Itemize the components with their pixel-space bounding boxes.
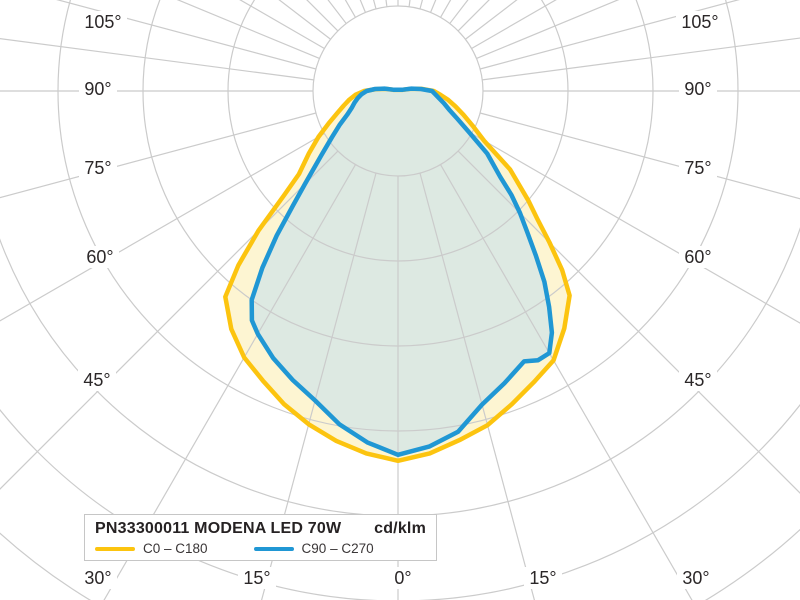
- grid-spoke: [56, 0, 317, 70]
- c90-c270-swatch: [253, 547, 294, 551]
- grid-spoke: [278, 0, 331, 40]
- angle-label-mask: [79, 157, 117, 179]
- angle-label-mask: [679, 157, 717, 179]
- grid-spoke: [429, 0, 437, 13]
- grid-spoke: [465, 0, 518, 40]
- angle-label: 0°: [394, 568, 411, 588]
- angle-label: 90°: [684, 79, 711, 99]
- legend-entry-c90-c270: C90 – C270: [253, 541, 374, 557]
- c90-c270-fill: [251, 88, 552, 455]
- grid-spoke: [476, 0, 620, 60]
- grid-spoke: [419, 172, 536, 600]
- angle-label: 75°: [84, 158, 111, 178]
- unit-label: cd/klm: [374, 520, 426, 537]
- grid-spoke: [471, 0, 557, 50]
- angle-label-mask: [79, 78, 117, 100]
- grid-spoke: [306, 0, 339, 32]
- grid-spoke: [0, 112, 317, 199]
- grid-spoke: [239, 0, 325, 50]
- grid-spoke: [176, 0, 320, 60]
- curve-c0-c180: [223, 86, 572, 464]
- angle-label-mask: [238, 567, 276, 589]
- legend-box: PN33300011 MODENA LED 70W cd/klm C0 – C1…: [84, 514, 437, 561]
- chart-title: PN33300011 MODENA LED 70W: [95, 520, 342, 537]
- angle-label-mask: [677, 567, 715, 589]
- angle-label-mask: [79, 11, 127, 33]
- grid-spoke: [471, 132, 800, 324]
- angle-label-mask: [679, 369, 717, 391]
- grid-spoke: [103, 164, 357, 600]
- grid-spoke: [457, 150, 800, 494]
- grid-spoke: [0, 37, 314, 81]
- angle-label-mask: [389, 567, 417, 589]
- grid-spoke: [439, 0, 452, 18]
- grid-spoke: [0, 132, 325, 322]
- angle-label: 60°: [86, 247, 113, 267]
- legend-entry-c0-c180: C0 – C180: [95, 541, 208, 557]
- angle-label-mask: [81, 246, 119, 268]
- angle-label: 75°: [684, 158, 711, 178]
- curve-c90-c270: [249, 86, 555, 458]
- angle-label: 30°: [84, 568, 111, 588]
- angle-label-mask: [679, 246, 717, 268]
- angle-label: 90°: [84, 79, 111, 99]
- c90-c270-label: C90 – C270: [301, 541, 374, 556]
- grid-spoke: [479, 0, 740, 70]
- angle-label-mask: [79, 567, 117, 589]
- angle-label: 15°: [243, 568, 270, 588]
- angle-label-mask: [78, 369, 116, 391]
- grid-spoke: [482, 37, 800, 81]
- grid-spoke: [479, 112, 800, 200]
- angle-label: 30°: [682, 568, 709, 588]
- angle-label: 105°: [681, 12, 718, 32]
- angle-label-mask: [679, 78, 717, 100]
- c0-c180-swatch: [95, 547, 135, 551]
- grid-spoke: [344, 0, 357, 18]
- angle-label: 105°: [84, 12, 121, 32]
- angle-label: 15°: [529, 568, 556, 588]
- angle-label: 60°: [684, 247, 711, 267]
- grid-spoke: [359, 0, 367, 13]
- grid-spoke: [449, 0, 469, 24]
- angle-label: 45°: [83, 370, 110, 390]
- angle-label: 45°: [684, 370, 711, 390]
- c0-c180-label: C0 – C180: [143, 541, 208, 556]
- grid-spoke: [439, 164, 693, 600]
- angle-label-mask: [676, 11, 724, 33]
- angle-label-mask: [524, 567, 562, 589]
